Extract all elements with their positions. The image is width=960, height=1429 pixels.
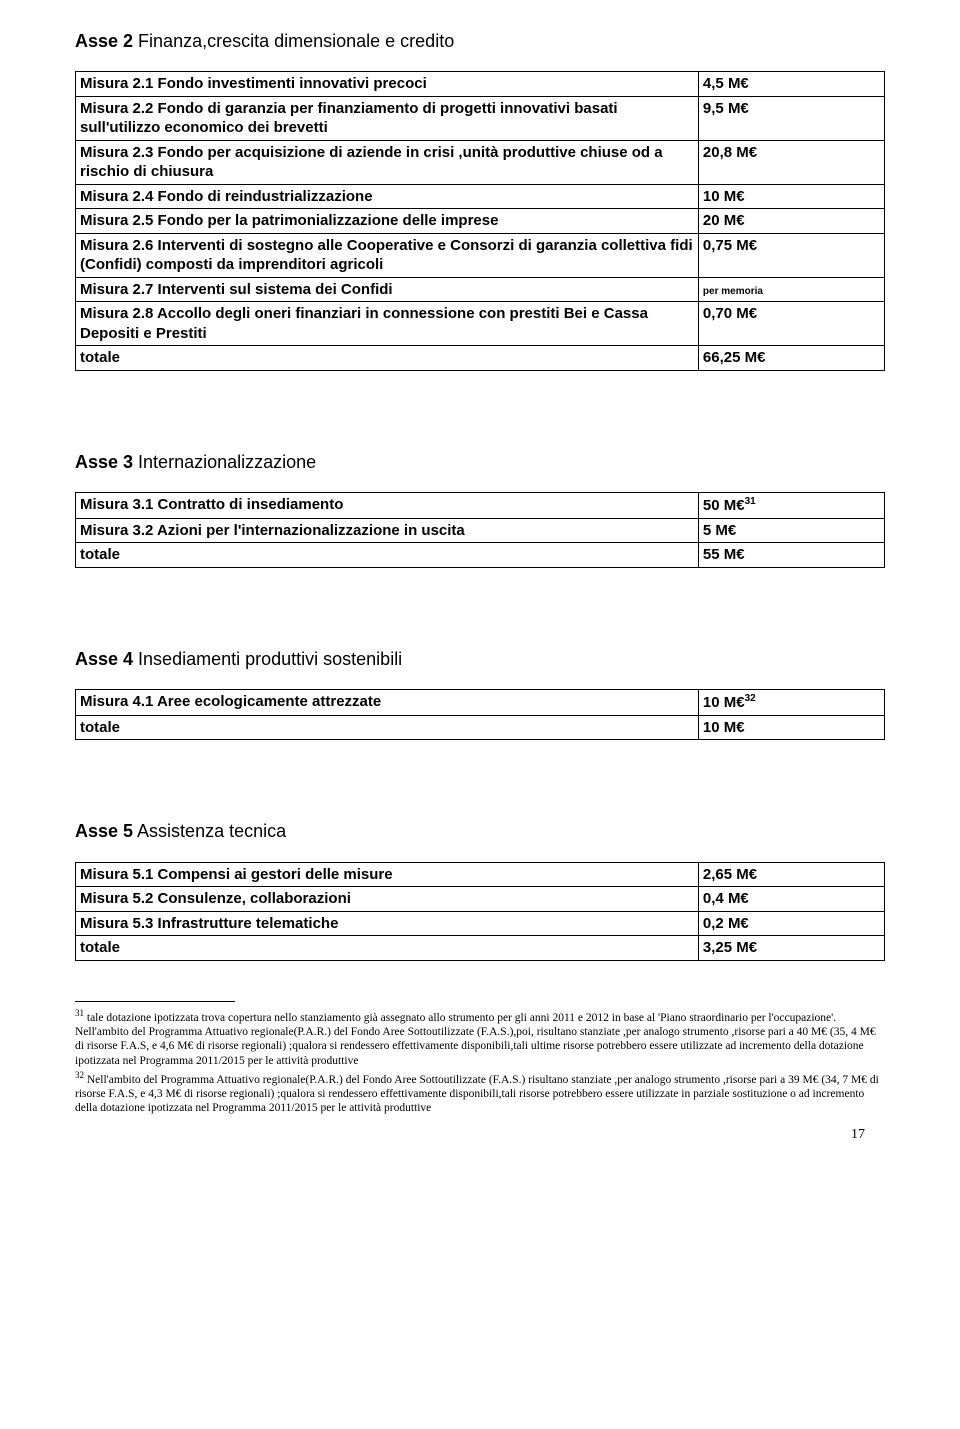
row-label: Misura 2.5 Fondo per la patrimonializzaz… [76, 209, 699, 234]
row-value: 0,2 M€ [698, 911, 884, 936]
row-value: per memoria [698, 277, 884, 302]
row-label: Misura 2.3 Fondo per acquisizione di azi… [76, 140, 699, 184]
asse3-title-rest: Internazionalizzazione [133, 452, 316, 472]
table-row: Misura 4.1 Aree ecologicamente attrezzat… [76, 690, 885, 716]
row-value: 55 M€ [698, 543, 884, 568]
row-label: Misura 3.2 Azioni per l'internazionalizz… [76, 518, 699, 543]
row-label: totale [76, 715, 699, 740]
row-value: 0,75 M€ [698, 233, 884, 277]
row-value: 10 M€32 [698, 690, 884, 716]
row-value: 20,8 M€ [698, 140, 884, 184]
row-label: Misura 2.1 Fondo investimenti innovativi… [76, 72, 699, 97]
row-label: Misura 2.7 Interventi sul sistema dei Co… [76, 277, 699, 302]
table-row: Misura 2.3 Fondo per acquisizione di azi… [76, 140, 885, 184]
asse2-title: Asse 2 Finanza,crescita dimensionale e c… [75, 30, 885, 53]
table-row: totale66,25 M€ [76, 346, 885, 371]
row-label: totale [76, 543, 699, 568]
footnote-text: tale dotazione ipotizzata trova copertur… [75, 1011, 876, 1066]
row-label: Misura 5.1 Compensi ai gestori delle mis… [76, 862, 699, 887]
row-label: totale [76, 936, 699, 961]
asse2-title-rest: Finanza,crescita dimensionale e credito [133, 31, 454, 51]
footnote-text: Nell'ambito del Programma Attuativo regi… [75, 1074, 879, 1115]
asse4-table: Misura 4.1 Aree ecologicamente attrezzat… [75, 689, 885, 740]
row-value: 20 M€ [698, 209, 884, 234]
asse3-title: Asse 3 Internazionalizzazione [75, 451, 885, 474]
row-value: 10 M€ [698, 184, 884, 209]
note-text: per memoria [703, 286, 763, 297]
asse2-title-bold: Asse 2 [75, 31, 133, 51]
footnote-32: 32 Nell'ambito del Programma Attuativo r… [75, 1070, 885, 1116]
page-number: 17 [75, 1126, 885, 1144]
asse5-title-bold: Asse 5 [75, 821, 133, 841]
value-text: 50 M€ [703, 497, 745, 514]
asse4-title-rest: Insediamenti produttivi sostenibili [133, 649, 402, 669]
table-row: totale10 M€ [76, 715, 885, 740]
row-value: 0,70 M€ [698, 302, 884, 346]
row-label: Misura 5.3 Infrastrutture telematiche [76, 911, 699, 936]
row-label: Misura 3.1 Contratto di insediamento [76, 493, 699, 519]
row-value: 2,65 M€ [698, 862, 884, 887]
row-value: 5 M€ [698, 518, 884, 543]
row-value: 9,5 M€ [698, 96, 884, 140]
asse3-title-bold: Asse 3 [75, 452, 133, 472]
row-value: 4,5 M€ [698, 72, 884, 97]
asse4-title: Asse 4 Insediamenti produttivi sostenibi… [75, 648, 885, 671]
row-label: Misura 5.2 Consulenze, collaborazioni [76, 887, 699, 912]
footnote-ref: 32 [745, 693, 756, 704]
table-row: totale3,25 M€ [76, 936, 885, 961]
footnotes-separator [75, 1001, 235, 1002]
table-row: Misura 3.2 Azioni per l'internazionalizz… [76, 518, 885, 543]
footnote-31: 31 tale dotazione ipotizzata trova coper… [75, 1008, 885, 1068]
row-value: 0,4 M€ [698, 887, 884, 912]
row-value: 3,25 M€ [698, 936, 884, 961]
asse3-table: Misura 3.1 Contratto di insediamento50 M… [75, 492, 885, 568]
table-row: Misura 3.1 Contratto di insediamento50 M… [76, 493, 885, 519]
asse4-title-bold: Asse 4 [75, 649, 133, 669]
asse5-title-rest: Assistenza tecnica [133, 821, 286, 841]
table-row: Misura 2.2 Fondo di garanzia per finanzi… [76, 96, 885, 140]
table-row: Misura 2.5 Fondo per la patrimonializzaz… [76, 209, 885, 234]
table-row: Misura 5.2 Consulenze, collaborazioni0,4… [76, 887, 885, 912]
footnote-sup: 31 [75, 1008, 84, 1018]
row-value: 50 M€31 [698, 493, 884, 519]
asse2-table: Misura 2.1 Fondo investimenti innovativi… [75, 71, 885, 371]
row-label: Misura 2.2 Fondo di garanzia per finanzi… [76, 96, 699, 140]
table-row: totale55 M€ [76, 543, 885, 568]
asse5-title: Asse 5 Assistenza tecnica [75, 820, 885, 843]
row-value: 66,25 M€ [698, 346, 884, 371]
table-row: Misura 5.3 Infrastrutture telematiche0,2… [76, 911, 885, 936]
table-row: Misura 2.6 Interventi di sostegno alle C… [76, 233, 885, 277]
table-row: Misura 2.8 Accollo degli oneri finanziar… [76, 302, 885, 346]
row-label: totale [76, 346, 699, 371]
table-row: Misura 2.4 Fondo di reindustrializzazion… [76, 184, 885, 209]
row-value: 10 M€ [698, 715, 884, 740]
row-label: Misura 2.6 Interventi di sostegno alle C… [76, 233, 699, 277]
row-label: Misura 2.8 Accollo degli oneri finanziar… [76, 302, 699, 346]
table-row: Misura 5.1 Compensi ai gestori delle mis… [76, 862, 885, 887]
footnote-sup: 32 [75, 1070, 84, 1080]
row-label: Misura 4.1 Aree ecologicamente attrezzat… [76, 690, 699, 716]
row-label: Misura 2.4 Fondo di reindustrializzazion… [76, 184, 699, 209]
table-row: Misura 2.7 Interventi sul sistema dei Co… [76, 277, 885, 302]
footnote-ref: 31 [745, 496, 756, 507]
asse5-table: Misura 5.1 Compensi ai gestori delle mis… [75, 862, 885, 961]
value-text: 10 M€ [703, 694, 745, 711]
table-row: Misura 2.1 Fondo investimenti innovativi… [76, 72, 885, 97]
